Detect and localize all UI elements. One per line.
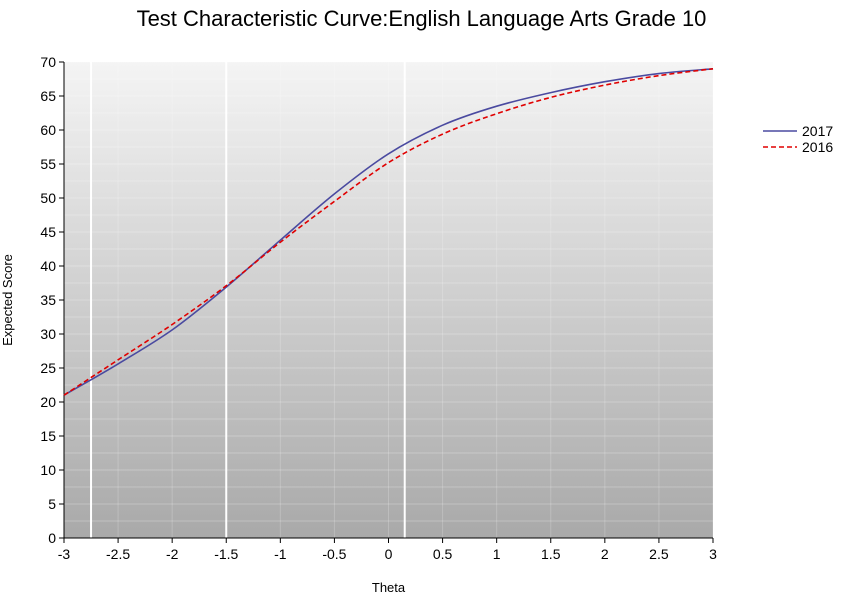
y-axis-label: Expected Score [0, 254, 15, 346]
x-tick-label: -1 [274, 546, 287, 562]
x-tick-label: 0 [385, 546, 393, 562]
y-tick-label: 45 [40, 224, 56, 240]
legend-label-2017: 2017 [802, 123, 833, 139]
x-tick-label: 2.5 [649, 546, 669, 562]
x-tick-label: -1.5 [214, 546, 238, 562]
series-line-2017 [63, 68, 714, 396]
chart-title: Test Characteristic Curve:English Langua… [136, 6, 707, 31]
x-tick-label: 2 [601, 546, 609, 562]
x-axis-label: Theta [372, 580, 406, 595]
y-tick-label: 60 [40, 122, 56, 138]
x-tick-label: -0.5 [322, 546, 346, 562]
x-tick-label: -3 [58, 546, 71, 562]
y-tick-label: 20 [40, 394, 56, 410]
y-tick-label: 15 [40, 428, 56, 444]
y-tick-label: 50 [40, 190, 56, 206]
y-tick-label: 5 [48, 496, 56, 512]
x-tick-label: -2.5 [106, 546, 130, 562]
x-tick-label: 1.5 [541, 546, 561, 562]
x-tick-label: 3 [709, 546, 717, 562]
reference-lines [90, 62, 406, 538]
legend-label-2016: 2016 [802, 139, 833, 155]
series-line-2016 [63, 68, 714, 396]
y-tick-label: 30 [40, 326, 56, 342]
y-tick-label: 25 [40, 360, 56, 376]
y-tick-label: 10 [40, 462, 56, 478]
series-lines [63, 68, 714, 396]
y-tick-label: 40 [40, 258, 56, 274]
y-tick-label: 55 [40, 156, 56, 172]
y-tick-label: 35 [40, 292, 56, 308]
y-tick-label: 0 [48, 530, 56, 546]
y-tick-label: 65 [40, 88, 56, 104]
x-tick-label: -2 [166, 546, 179, 562]
y-tick-label: 70 [40, 54, 56, 70]
x-tick-label: 0.5 [433, 546, 453, 562]
x-tick-label: 1 [493, 546, 501, 562]
plot-area [64, 62, 713, 538]
